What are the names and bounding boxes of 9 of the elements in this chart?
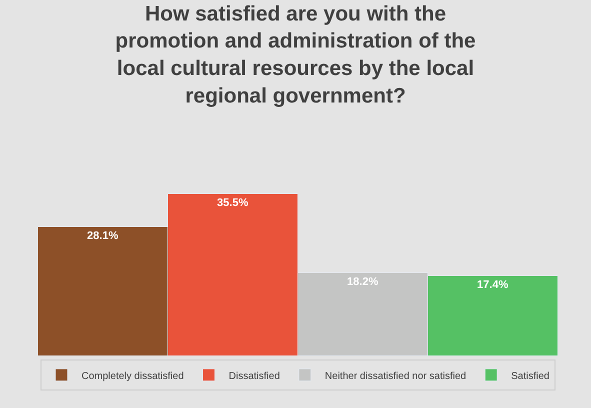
data-label: 28.1% <box>87 230 118 242</box>
legend-label: Completely dissatisfied <box>82 370 184 382</box>
legend-label: Dissatisfied <box>228 370 280 382</box>
chart-title: How satisfied are you with the promotion and administration of the local cultural resources by the local regional government? <box>115 2 476 108</box>
data-label: 17.4% <box>477 278 508 291</box>
legend-label: Satisfied <box>511 370 550 382</box>
data-label: 35.5% <box>217 196 248 209</box>
legend-label: Neither dissatisfied nor satisfied <box>324 370 466 382</box>
data-label: 18.2% <box>347 276 378 288</box>
